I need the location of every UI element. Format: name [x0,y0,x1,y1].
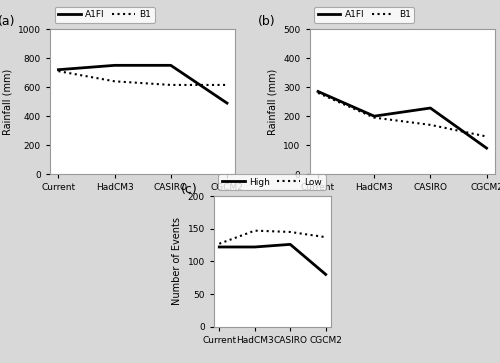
Legend: High, Low: High, Low [218,174,326,190]
Y-axis label: Number of Events: Number of Events [172,217,182,305]
Text: (a): (a) [0,15,16,28]
Text: (c): (c) [181,183,198,196]
Legend: A1FI, B1: A1FI, B1 [314,7,414,23]
Y-axis label: Rainfall (mm): Rainfall (mm) [2,69,12,135]
Text: (b): (b) [258,15,276,28]
Y-axis label: Rainfall (mm): Rainfall (mm) [268,69,278,135]
Legend: A1FI, B1: A1FI, B1 [54,7,154,23]
